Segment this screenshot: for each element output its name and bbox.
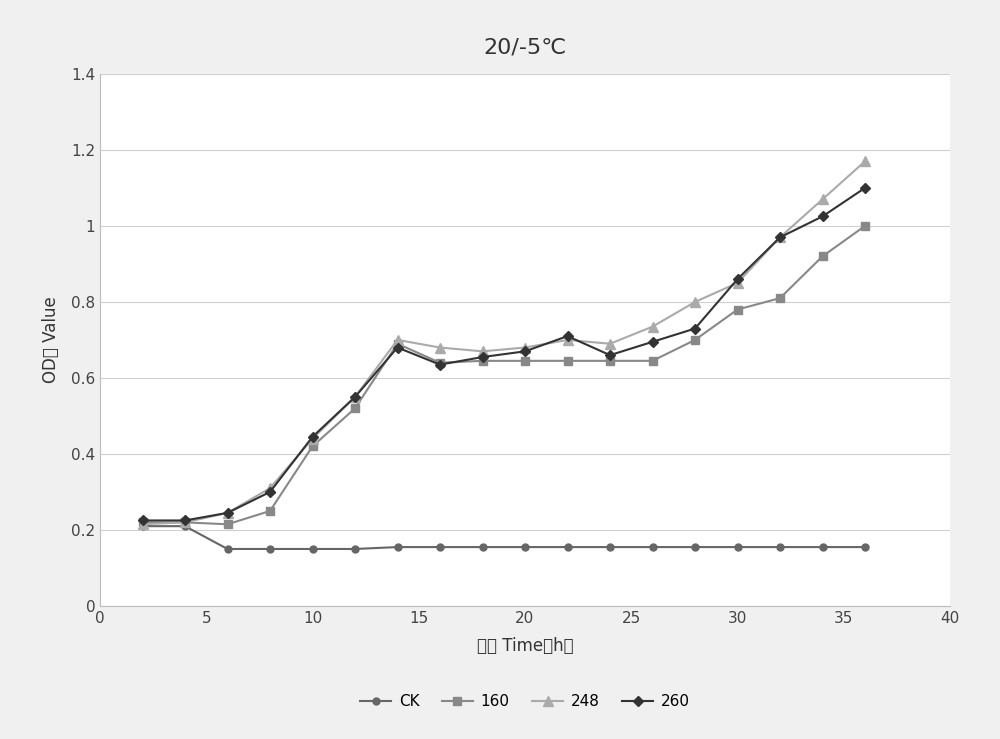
- 260: [604, 351, 616, 360]
- 248: [349, 392, 361, 401]
- 248: [859, 157, 871, 166]
- CK: [646, 542, 658, 551]
- 160: [859, 222, 871, 231]
- 248: [732, 279, 744, 287]
- CK: [774, 542, 786, 551]
- 248: [306, 435, 318, 443]
- 260: [689, 324, 701, 333]
- 260: [306, 432, 318, 441]
- 260: [476, 353, 488, 361]
- 260: [136, 516, 149, 525]
- 160: [349, 404, 361, 413]
- CK: [816, 542, 828, 551]
- 260: [562, 332, 574, 341]
- CK: [859, 542, 871, 551]
- 260: [859, 183, 871, 192]
- 248: [392, 336, 404, 344]
- 160: [816, 252, 828, 261]
- Y-axis label: OD値 Value: OD値 Value: [42, 296, 60, 384]
- 248: [519, 343, 531, 352]
- 160: [306, 442, 318, 451]
- 248: [222, 508, 234, 517]
- CK: [476, 542, 488, 551]
- 248: [434, 343, 446, 352]
- 160: [519, 356, 531, 365]
- 160: [222, 520, 234, 528]
- 260: [349, 392, 361, 401]
- Line: 260: 260: [139, 185, 868, 524]
- Title: 20/-5℃: 20/-5℃: [483, 37, 567, 57]
- CK: [732, 542, 744, 551]
- 248: [604, 339, 616, 348]
- 260: [434, 360, 446, 369]
- CK: [519, 542, 531, 551]
- 160: [136, 518, 149, 527]
- CK: [434, 542, 446, 551]
- 160: [434, 358, 446, 367]
- 260: [774, 233, 786, 242]
- 260: [732, 275, 744, 284]
- 260: [519, 347, 531, 355]
- 260: [179, 516, 191, 525]
- 160: [732, 305, 744, 314]
- 260: [816, 212, 828, 221]
- CK: [689, 542, 701, 551]
- 260: [222, 508, 234, 517]
- Legend: CK, 160, 248, 260: CK, 160, 248, 260: [354, 688, 696, 715]
- 160: [392, 339, 404, 348]
- 248: [816, 195, 828, 204]
- CK: [604, 542, 616, 551]
- X-axis label: 时间 Time（h）: 时间 Time（h）: [477, 637, 573, 655]
- 160: [689, 336, 701, 344]
- CK: [306, 545, 318, 554]
- 248: [136, 520, 149, 528]
- 160: [179, 518, 191, 527]
- 160: [774, 293, 786, 302]
- CK: [222, 545, 234, 554]
- 260: [264, 488, 276, 497]
- Line: 160: 160: [138, 222, 869, 528]
- Line: CK: CK: [139, 522, 868, 553]
- 260: [392, 343, 404, 352]
- 248: [264, 484, 276, 493]
- CK: [349, 545, 361, 554]
- 248: [476, 347, 488, 355]
- CK: [392, 542, 404, 551]
- 248: [562, 336, 574, 344]
- Line: 248: 248: [138, 157, 870, 529]
- CK: [179, 522, 191, 531]
- 160: [476, 356, 488, 365]
- 160: [646, 356, 658, 365]
- 248: [774, 233, 786, 242]
- 248: [689, 298, 701, 307]
- CK: [264, 545, 276, 554]
- CK: [562, 542, 574, 551]
- 160: [604, 356, 616, 365]
- 160: [264, 506, 276, 515]
- 260: [646, 338, 658, 347]
- 248: [646, 322, 658, 331]
- 160: [562, 356, 574, 365]
- CK: [136, 522, 149, 531]
- 248: [179, 518, 191, 527]
